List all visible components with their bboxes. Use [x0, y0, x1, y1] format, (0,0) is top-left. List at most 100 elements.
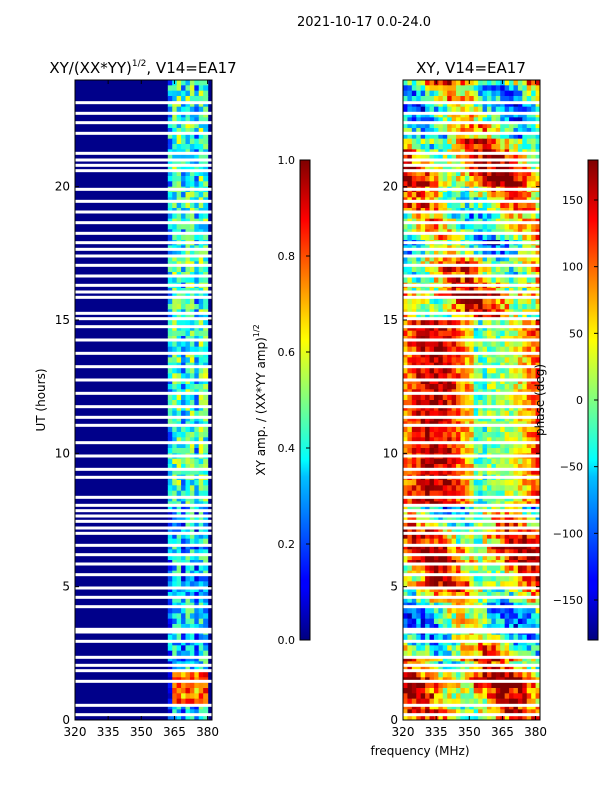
right-heatmap-cell	[447, 357, 453, 364]
left-heatmap-cell	[198, 213, 204, 220]
right-heatmap-cell	[438, 437, 444, 444]
right-heatmap-cell	[482, 165, 488, 172]
left-heatmap-cell	[198, 90, 204, 97]
right-heatmap-cell	[486, 554, 492, 561]
left-heatmap-cell	[176, 592, 182, 598]
right-heatmap-cell	[526, 592, 532, 598]
right-heatmap-cell	[482, 122, 488, 129]
right-heatmap-cell	[478, 586, 484, 593]
right-heatmap-cell	[469, 490, 475, 497]
data-gap-line	[403, 519, 540, 523]
right-heatmap-cell	[460, 426, 466, 433]
left-heatmap-cell	[203, 176, 209, 182]
left-heatmap-cell	[185, 213, 191, 220]
right-heatmap-cell	[438, 693, 444, 700]
right-heatmap-cell	[442, 144, 448, 150]
left-heatmap-cell	[181, 416, 187, 422]
right-heatmap-cell	[500, 96, 506, 102]
left-heatmap-cell	[198, 533, 204, 540]
right-heatmap-cell	[447, 618, 453, 625]
right-heatmap-cell	[513, 533, 519, 540]
left-heatmap-cell	[167, 709, 173, 716]
right-heatmap-cell	[531, 298, 537, 305]
right-heatmap-cell	[416, 357, 422, 364]
right-heatmap-cell	[495, 250, 501, 257]
right-heatmap-cell	[486, 352, 492, 358]
right-heatmap-cell	[504, 400, 510, 406]
right-heatmap-cell	[447, 522, 453, 529]
right-heatmap-cell	[495, 437, 501, 444]
right-heatmap-cell	[491, 538, 497, 545]
right-heatmap-cell	[517, 181, 523, 188]
left-heatmap-cell	[203, 298, 209, 305]
right-heatmap-cell	[526, 618, 532, 625]
right-heatmap-cell	[473, 133, 479, 140]
right-heatmap-cell	[442, 234, 448, 241]
left-heatmap-cell	[189, 80, 195, 86]
right-heatmap-cell	[469, 154, 475, 161]
right-heatmap-cell	[464, 432, 470, 438]
right-heatmap-cell	[407, 688, 413, 694]
right-heatmap-cell	[464, 90, 470, 97]
right-heatmap-cell	[495, 581, 501, 588]
right-heatmap-cell	[473, 709, 479, 716]
right-heatmap-cell	[504, 90, 510, 97]
right-heatmap-cell	[416, 693, 422, 700]
right-heatmap-cell	[433, 325, 439, 332]
left-heatmap-cell	[176, 298, 182, 305]
right-heatmap-cell	[464, 352, 470, 358]
left-heatmap-cell	[176, 192, 182, 198]
right-heatmap-cell	[429, 458, 435, 465]
right-heatmap-cell	[482, 522, 488, 529]
right-heatmap-cell	[500, 522, 506, 529]
right-heatmap-cell	[491, 117, 497, 124]
right-heatmap-cell	[500, 597, 506, 604]
data-gap-line	[403, 351, 540, 355]
left-heatmap-cell	[172, 549, 178, 556]
right-heatmap-cell	[478, 85, 484, 92]
right-heatmap-cell	[491, 122, 497, 129]
right-heatmap-cell	[486, 528, 492, 534]
right-heatmap-cell	[500, 410, 506, 417]
right-heatmap-cell	[429, 576, 435, 582]
data-gap-line	[75, 514, 212, 518]
right-heatmap-cell	[513, 96, 519, 102]
right-heatmap-cell	[456, 698, 462, 705]
right-heatmap-cell	[416, 538, 422, 545]
left-heatmap-cell	[167, 85, 173, 92]
left-heatmap-cell	[167, 410, 173, 417]
left-heatmap-cell	[172, 160, 178, 166]
left-heatmap-cell	[194, 410, 200, 417]
right-heatmap-cell	[495, 533, 501, 540]
right-heatmap-cell	[504, 704, 510, 710]
right-heatmap-cell	[478, 624, 484, 630]
left-heatmap-cell	[203, 709, 209, 716]
right-heatmap-cell	[411, 277, 417, 284]
left-heatmap-cell	[194, 448, 200, 454]
left-heatmap-cell	[176, 378, 182, 385]
right-heatmap-cell	[460, 618, 466, 625]
left-heatmap-cell	[167, 442, 173, 449]
right-heatmap-cell	[473, 714, 479, 720]
left-heatmap-cell	[181, 133, 187, 140]
right-heatmap-cell	[425, 496, 431, 502]
right-heatmap-cell	[464, 181, 470, 188]
right-heatmap-cell	[464, 112, 470, 118]
right-heatmap-cell	[429, 400, 435, 406]
right-heatmap-cell	[433, 256, 439, 262]
right-heatmap-cell	[509, 202, 515, 209]
right-heatmap-cell	[460, 469, 466, 476]
left-heatmap-cell	[172, 181, 178, 188]
right-heatmap-cell	[509, 117, 515, 124]
right-heatmap-cell	[429, 96, 435, 102]
x-tick-label: 320	[64, 725, 87, 739]
right-heatmap-cell	[495, 544, 501, 550]
left-heatmap-cell	[189, 277, 195, 284]
right-heatmap-cell	[411, 117, 417, 124]
right-heatmap-cell	[411, 426, 417, 433]
left-heatmap-cell	[185, 528, 191, 534]
data-gap-line	[75, 454, 212, 458]
right-heatmap-cell	[526, 112, 532, 118]
right-heatmap-cell	[473, 533, 479, 540]
right-heatmap-cell	[531, 133, 537, 140]
